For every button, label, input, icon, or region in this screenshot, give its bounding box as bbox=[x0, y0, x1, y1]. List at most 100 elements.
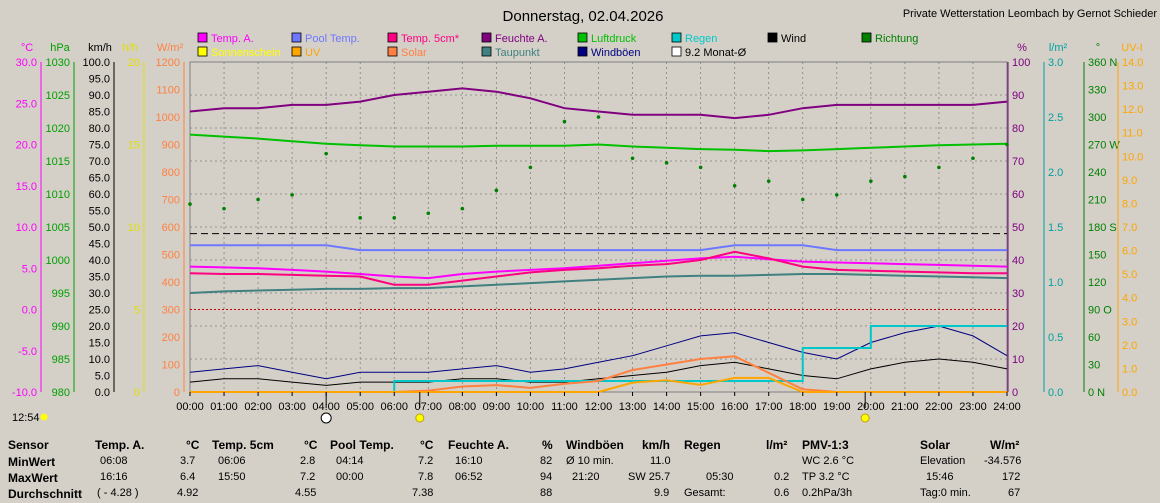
stats-rain-total-label: Gesamt: bbox=[684, 487, 726, 499]
legend-swatch bbox=[861, 32, 872, 43]
x-tick-label: 15:00 bbox=[687, 401, 715, 413]
axis-tick-right: 360 N bbox=[1088, 57, 1117, 69]
sun-icon bbox=[40, 413, 48, 421]
axis-unit-right: ° bbox=[1096, 42, 1100, 54]
legend-label: Pool Temp. bbox=[305, 33, 360, 45]
x-tick-label: 05:00 bbox=[346, 401, 374, 413]
stats-pool-max-time: 00:00 bbox=[336, 471, 364, 483]
richtung-point bbox=[290, 193, 294, 197]
stats-pool-avg: 7.38 bbox=[412, 487, 434, 499]
axis-tick-left: 100 bbox=[162, 360, 180, 372]
axis-tick-left: 100.0 bbox=[82, 57, 110, 69]
wind-line bbox=[189, 358, 1008, 386]
axis-tick-left: 600 bbox=[162, 222, 180, 234]
axis-tick-left: 20.0 bbox=[16, 140, 37, 152]
richtung-point bbox=[460, 206, 465, 211]
stats-t5-min: 2.8 bbox=[300, 455, 316, 467]
axis-tick-right: 40 bbox=[1012, 255, 1024, 267]
axis-tick-right: 30 bbox=[1088, 360, 1100, 372]
axis-tick-left: 900 bbox=[162, 140, 180, 152]
axis-tick-right: 5.0 bbox=[1122, 269, 1137, 281]
axis-tick-right: 80 bbox=[1012, 123, 1024, 135]
axis-tick-left: 990 bbox=[52, 321, 70, 333]
legend-label: Temp. A. bbox=[211, 33, 254, 45]
axis-tick-left: 1030 bbox=[46, 57, 70, 69]
current-time-label: 12:54 bbox=[12, 412, 40, 424]
stats-t5-min-time: 06:06 bbox=[218, 455, 246, 467]
richtung-point bbox=[732, 183, 737, 188]
taupunkt-line bbox=[189, 273, 1008, 294]
x-tick-label: 14:00 bbox=[653, 401, 681, 413]
richtung-point bbox=[903, 174, 907, 179]
legend-swatch bbox=[577, 32, 588, 43]
axis-tick-left: 10.0 bbox=[16, 222, 37, 234]
stats-header-solar: Solar bbox=[920, 438, 951, 452]
axis-unit-left: km/h bbox=[88, 42, 112, 54]
stats-gust-avg: 9.9 bbox=[654, 487, 670, 499]
x-tick-label: 18:00 bbox=[789, 401, 817, 413]
stats-solar-max: 172 bbox=[1002, 471, 1021, 483]
stats-rain-max: 0.2 bbox=[774, 471, 790, 483]
stats-header-pool: Pool Temp. bbox=[330, 438, 394, 452]
axis-tick-left: 80.0 bbox=[89, 123, 110, 135]
stats-row-avg: Durchschnitt bbox=[8, 487, 83, 501]
axis-unit-left: hPa bbox=[50, 42, 70, 54]
axis-unit-left: °C bbox=[21, 42, 33, 54]
legend-label: Feuchte A. bbox=[495, 33, 548, 45]
chart-title: Donnerstag, 02.04.2026 bbox=[503, 8, 664, 25]
axis-tick-right: 8.0 bbox=[1122, 198, 1137, 210]
axis-tick-left: 5.0 bbox=[95, 371, 110, 383]
axis-tick-left: 30.0 bbox=[89, 288, 110, 300]
legend-label: Taupunkt bbox=[495, 47, 540, 59]
stats-hum-max: 94 bbox=[540, 471, 553, 483]
richtung-point bbox=[1005, 142, 1009, 147]
richtung-point bbox=[630, 156, 635, 161]
legend-swatch bbox=[577, 46, 588, 57]
legend-swatch bbox=[387, 32, 398, 43]
stats-pmv-dewpoint: TP 3.2 °C bbox=[802, 471, 850, 483]
axis-tick-left: 20.0 bbox=[89, 321, 110, 333]
axis-tick-left: 0.0 bbox=[95, 387, 110, 399]
richtung-point bbox=[834, 193, 839, 197]
axis-tick-left: 25.0 bbox=[89, 305, 110, 317]
stats-gust-max-time: 21:20 bbox=[572, 471, 600, 483]
axis-tick-left: 1100 bbox=[156, 85, 180, 97]
axis-tick-right: 1.5 bbox=[1048, 222, 1063, 234]
legend-swatch bbox=[481, 32, 492, 43]
x-tick-label: 01:00 bbox=[210, 401, 238, 413]
axis-tick-left: 995 bbox=[52, 288, 70, 300]
stats-header-sensor: Sensor bbox=[8, 438, 49, 452]
x-tick-label: 03:00 bbox=[278, 401, 306, 413]
stats-pool-min: 7.2 bbox=[418, 455, 434, 467]
stats-header-temp-unit: °C bbox=[186, 438, 200, 452]
x-tick-label: 12:00 bbox=[585, 401, 613, 413]
axis-unit-right: l/m² bbox=[1049, 42, 1068, 54]
axis-tick-left: 400 bbox=[162, 277, 180, 289]
stats-solar-sunshine-label: Tag:0 min. bbox=[920, 487, 971, 499]
statistics-table: Sensor MinWert MaxWert Durchschnitt Temp… bbox=[0, 430, 1160, 503]
stats-pool-max: 7.8 bbox=[418, 471, 434, 483]
left-axes: °C 30.0 25.0 20.0 15.0 10.0 5.0 0.0 -5.0 -10.0 hPa… bbox=[12, 42, 185, 399]
legend-swatch bbox=[291, 32, 302, 43]
axis-tick-left: 75.0 bbox=[89, 140, 110, 152]
axis-tick-right: 12.0 bbox=[1122, 104, 1143, 116]
stats-temp-avg: 4.92 bbox=[177, 487, 199, 499]
stats-header-gust: Windböen bbox=[566, 438, 624, 452]
axis-tick-left: 1010 bbox=[46, 189, 70, 201]
axis-unit-right: UV-I bbox=[1121, 42, 1142, 54]
axis-tick-left: 500 bbox=[162, 250, 180, 262]
stats-header-pmv: PMV-1:3 bbox=[802, 438, 849, 452]
right-axes: %1009080706050403020100l/m²3.02.52.01.51… bbox=[1007, 42, 1143, 399]
legend-label: Solar bbox=[401, 47, 427, 59]
richtung-point bbox=[392, 216, 397, 220]
stats-rain-max-time: 05:30 bbox=[706, 471, 734, 483]
richtung-point bbox=[358, 216, 363, 220]
axis-tick-left: 35.0 bbox=[89, 272, 110, 284]
richtung-point bbox=[664, 161, 669, 165]
axis-tick-left: 10.0 bbox=[89, 354, 110, 366]
axis-tick-right: 180 S bbox=[1088, 222, 1117, 234]
x-tick-label: 07:00 bbox=[415, 401, 443, 413]
stats-solar-elevation: -34.576 bbox=[984, 455, 1022, 467]
legend-swatch bbox=[767, 32, 778, 43]
stats-row-max: MaxWert bbox=[8, 471, 58, 485]
